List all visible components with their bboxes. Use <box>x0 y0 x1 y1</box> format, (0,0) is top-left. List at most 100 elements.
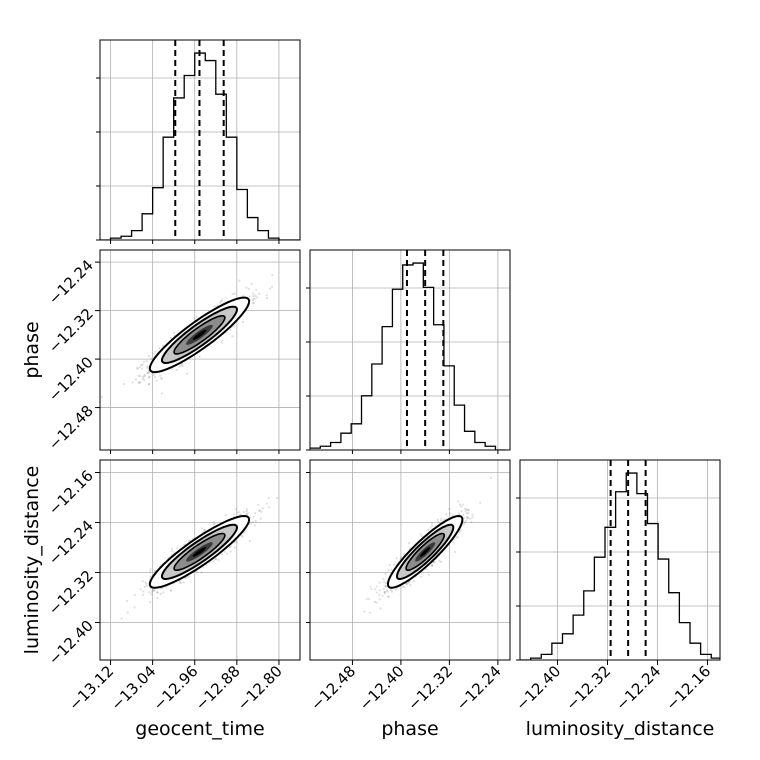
sample-point <box>155 591 159 594</box>
sample-point <box>137 374 140 377</box>
sample-point <box>427 573 430 576</box>
histogram-step <box>520 472 720 660</box>
sample-point <box>150 590 154 593</box>
panel-frame <box>99 39 301 241</box>
sample-point <box>468 517 471 520</box>
sample-point <box>240 534 243 537</box>
y-tick-label: −12.40 <box>45 617 97 669</box>
y-tick-label: −12.16 <box>45 467 97 519</box>
sample-point <box>270 285 274 288</box>
sample-point <box>373 588 377 591</box>
sample-point <box>242 320 245 324</box>
hist-panel-geocent_time <box>96 39 301 244</box>
sample-point <box>195 315 198 318</box>
sample-point <box>154 350 157 353</box>
x-axis-label-luminosity_distance: luminosity_distance <box>526 718 715 740</box>
sample-point <box>231 292 234 296</box>
sample-point <box>275 497 279 500</box>
sample-point <box>388 563 391 567</box>
sample-point <box>461 503 465 506</box>
sample-point <box>392 563 395 567</box>
sample-point <box>141 590 145 593</box>
x-tick-label: −12.16 <box>662 662 714 714</box>
sample-point <box>394 588 398 591</box>
scatter-content <box>100 273 274 399</box>
sample-point <box>379 607 382 610</box>
sample-point <box>471 516 474 519</box>
sample-point <box>460 505 463 508</box>
sample-point <box>141 377 144 380</box>
sample-point <box>235 541 238 544</box>
sample-point <box>181 362 184 366</box>
panel-frame <box>99 249 301 451</box>
sample-point <box>173 331 176 334</box>
sample-point <box>133 593 136 597</box>
contour-outer <box>148 514 251 589</box>
sample-point <box>249 295 252 298</box>
sample-point <box>265 502 268 505</box>
sample-point <box>456 535 459 539</box>
y-tick-label: −12.32 <box>45 567 97 619</box>
sample-point <box>147 382 151 385</box>
sample-point <box>382 587 385 591</box>
sample-point <box>419 533 422 536</box>
sample-point <box>131 381 134 384</box>
sample-point <box>430 524 433 527</box>
sample-point <box>425 568 428 571</box>
sample-point <box>175 369 178 372</box>
sample-point <box>405 582 408 585</box>
sample-point <box>430 563 434 567</box>
contour-mid <box>395 523 455 580</box>
sample-point <box>451 514 454 517</box>
x-tick-label: −12.80 <box>234 662 286 714</box>
sample-point <box>125 599 129 603</box>
sample-point <box>145 359 148 363</box>
x-tick-label: −12.32 <box>404 662 456 714</box>
sample-point <box>147 354 150 358</box>
sample-point <box>448 512 451 515</box>
sample-point <box>252 294 255 298</box>
contour-inner <box>173 532 226 571</box>
sample-point <box>200 527 203 530</box>
sample-point <box>171 367 174 370</box>
contour-mid <box>160 523 239 580</box>
sample-point <box>452 541 455 544</box>
contour-inner <box>405 532 445 571</box>
sample-point <box>226 552 229 555</box>
sample-point <box>261 507 264 510</box>
sample-point <box>142 593 145 596</box>
sample-point <box>403 585 406 589</box>
sample-point <box>369 585 372 588</box>
sample-point <box>162 591 165 594</box>
contour-outer <box>148 296 251 374</box>
sample-point <box>220 341 223 344</box>
sample-point <box>141 363 144 366</box>
sample-point <box>235 511 239 514</box>
sample-point <box>257 292 261 295</box>
sample-point <box>155 379 158 382</box>
scatter-panel-geocent_time-vs-luminosity_distance: −13.12−13.04−12.96−12.88−12.80−12.40−12.… <box>45 459 301 714</box>
sample-point <box>234 508 237 511</box>
sample-point <box>152 373 156 377</box>
sample-point <box>455 536 458 539</box>
sample-point <box>148 591 151 594</box>
sample-point <box>383 590 387 594</box>
sample-point <box>459 529 462 532</box>
y-tick-label: −12.48 <box>45 402 97 454</box>
sample-point <box>141 367 144 370</box>
sample-point <box>187 539 190 542</box>
sample-point <box>187 575 191 578</box>
sample-point <box>216 304 219 307</box>
contour-inner <box>173 315 226 355</box>
sample-point <box>203 528 207 532</box>
sample-point <box>465 515 468 518</box>
x-tick-label: −12.40 <box>356 662 408 714</box>
sample-point <box>363 610 366 613</box>
sample-point <box>181 364 184 367</box>
x-axis-label-geocent_time: geocent_time <box>135 718 264 740</box>
sample-point <box>245 286 248 289</box>
sample-point <box>390 568 393 571</box>
sample-point <box>224 513 227 517</box>
sample-point <box>133 606 136 609</box>
hist-panel-phase <box>306 249 511 454</box>
